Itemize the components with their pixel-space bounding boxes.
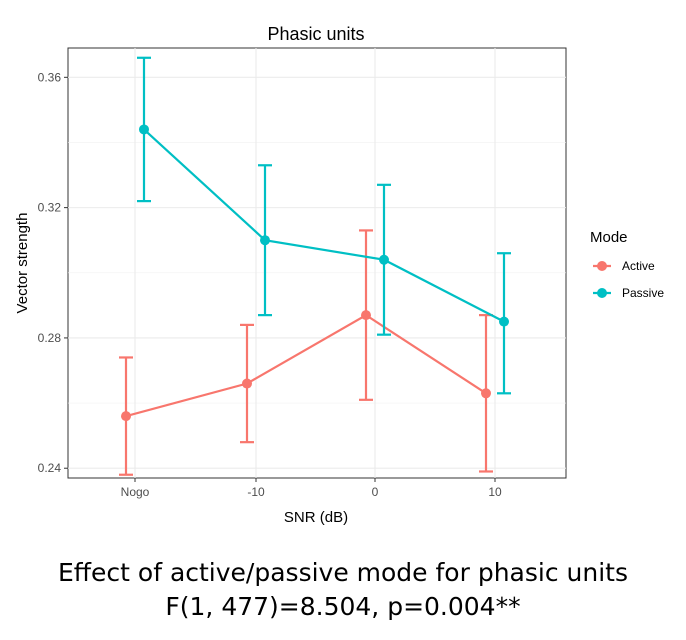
active-point: [242, 378, 252, 389]
legend-label-passive: Passive: [622, 286, 664, 300]
x-tick-label: 0: [372, 485, 379, 499]
y-axis-label: Vector strength: [14, 213, 31, 314]
active-series-line: [125, 313, 487, 418]
legend-key-point-active: [597, 261, 607, 271]
passive-point: [499, 316, 509, 327]
passive-series-line: [143, 128, 505, 323]
active-point: [121, 411, 131, 422]
x-tick-label: 10: [488, 485, 502, 499]
chart-title: Phasic units: [267, 24, 364, 44]
legend-key-point-passive: [597, 288, 607, 298]
passive-point: [379, 254, 389, 265]
passive-point: [139, 124, 149, 135]
legend-label-active: Active: [622, 259, 655, 273]
y-tick-label: 0.36: [38, 70, 62, 84]
legend-title: Mode: [590, 229, 628, 246]
x-axis-label: SNR (dB): [284, 509, 348, 526]
x-tick-label: Nogo: [121, 485, 150, 499]
y-tick-label: 0.24: [38, 461, 62, 475]
plot-panel: [67, 47, 567, 479]
legend: Mode Active Passive: [590, 229, 664, 300]
active-point: [361, 310, 371, 321]
passive-point: [260, 235, 270, 246]
x-tick-label: -10: [247, 485, 265, 499]
caption-statistics: F(1, 477)=8.504, p=0.004**: [165, 592, 521, 621]
y-tick-label: 0.32: [38, 201, 62, 215]
active-point: [481, 388, 491, 399]
caption-title: Effect of active/passive mode for phasic…: [58, 558, 628, 587]
y-tick-label: 0.28: [38, 331, 62, 345]
